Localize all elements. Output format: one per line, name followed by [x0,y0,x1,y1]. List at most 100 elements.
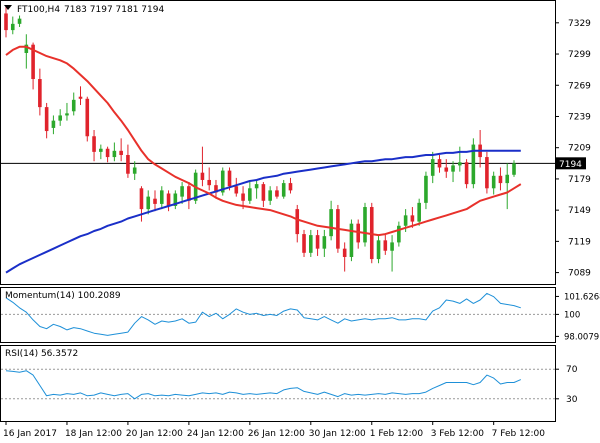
candle-body [241,193,245,201]
candle-body [146,196,151,210]
candle [214,179,218,199]
candle [261,182,266,208]
candle [458,146,462,172]
candle-body [403,215,408,226]
candle [99,144,103,160]
candle [17,15,22,27]
candle-body [261,184,266,201]
candle [220,167,225,196]
candle [58,109,62,126]
candle-body [309,235,313,253]
candle-body [315,235,320,249]
current-price-box [556,157,586,170]
candle-body [322,236,327,249]
candle-body [220,170,225,193]
rsi-layer [1,368,555,400]
candle [295,204,300,243]
time-tick-label: 30 Jan 12:00 [309,429,366,439]
time-tick-label: 26 Jan 12:00 [248,429,305,439]
candle-body [485,157,489,189]
candle-body [410,215,415,222]
price-tick-label: 7149 [568,206,591,216]
candle [376,235,381,264]
candle-body [166,193,171,206]
candle-body [288,183,293,191]
candle [187,182,191,210]
candle [356,219,361,249]
candle [397,221,401,247]
candle-body [4,13,8,31]
candle-body [491,175,496,189]
candle [349,219,354,262]
time-tick-label: 7 Feb 12:00 [492,429,546,439]
candle [166,190,171,212]
main-panel-frame [0,0,556,285]
candle-body [99,148,103,152]
dropdown-triangle-icon[interactable] [4,5,12,10]
candle [315,229,320,256]
sma-fast-line [5,45,522,237]
candle-body [234,186,239,194]
rsi-tick-label: 70 [566,365,578,375]
candle-body [505,174,510,184]
candle-body [356,223,361,243]
candle-body [451,165,455,172]
candle-body [268,190,272,201]
candle-body [390,242,394,251]
momentum-tick-label: 101.6268 [564,292,600,302]
candle [38,68,42,116]
price-tick-label: 7119 [568,237,591,247]
candle-body [31,44,35,80]
candle [159,186,164,210]
candle-body [248,188,252,201]
rsi-tick-label: 30 [566,395,578,405]
time-tick-label: 3 Feb 12:00 [431,429,485,439]
candle-body [132,167,137,174]
candle-body [430,159,435,176]
candle [512,160,516,177]
sma-slow-line [5,149,521,274]
candle-body [65,113,69,116]
candle [85,96,90,142]
candle-body [119,150,123,155]
candle [430,151,435,184]
candle [383,234,388,255]
candle [417,198,421,226]
candle [44,102,49,139]
candle [4,6,8,38]
candle-body [159,190,164,204]
candle-body [200,172,205,180]
candle-body [363,207,367,243]
candle-body [17,18,22,24]
rsi-line [5,370,521,400]
candle [207,167,211,191]
candle-body [281,183,286,197]
price-tick-label: 7269 [568,81,591,91]
candle-body [58,115,62,121]
rsi-panel-frame [0,345,556,422]
candle-body [112,150,117,158]
ohlc-label: 7183 7197 7181 7194 [64,5,164,15]
candle [322,229,327,257]
candle [471,138,476,189]
candle-body [417,202,421,222]
candle [234,177,239,197]
price-tick-label: 7179 [568,175,591,185]
candle [51,115,56,135]
time-tick-label: 16 Jan 2017 [3,429,57,439]
candle-body [71,99,76,112]
momentum-layer [1,292,555,336]
candle-body [376,240,381,260]
price-tick-label: 7209 [568,144,591,154]
candle [451,161,455,183]
candle-body [383,240,388,251]
candle [390,235,394,272]
momentum-title: Momentum(14) 100.2089 [5,291,121,301]
time-tick-label: 1 Feb 12:00 [370,429,424,439]
candle-body [105,148,110,158]
candle-body [275,190,279,197]
candle [24,34,29,69]
price-tick-label: 7239 [568,112,591,122]
price-tick-label: 7089 [568,269,591,279]
